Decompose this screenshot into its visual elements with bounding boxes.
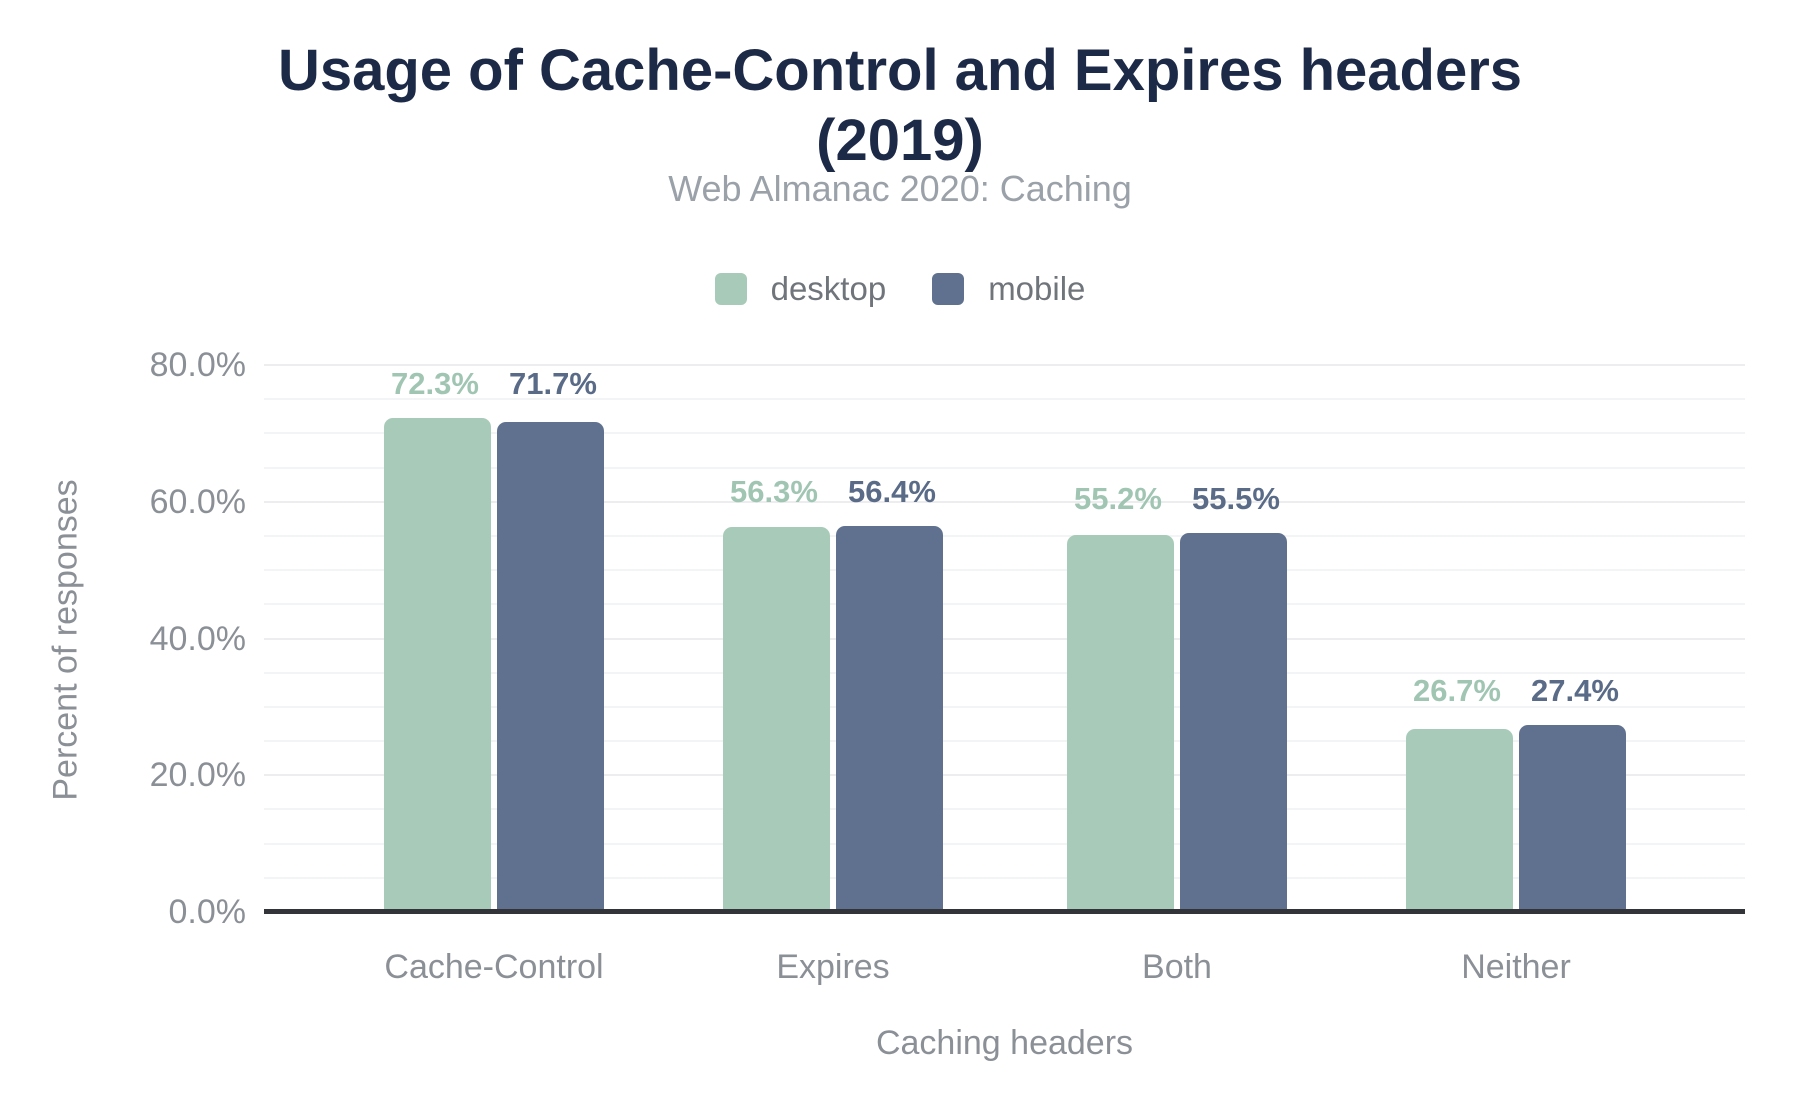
y-tick-80: 80.0% — [149, 346, 246, 384]
value-label-desktop-both: 55.2% — [1074, 480, 1162, 516]
legend-item-desktop[interactable]: desktop — [714, 270, 887, 308]
value-label-mobile-expires: 56.4% — [848, 474, 936, 510]
legend-label-desktop: desktop — [770, 270, 887, 307]
gridline-60 — [264, 500, 1745, 503]
value-label-mobile-cache-control: 71.7% — [509, 365, 597, 401]
x-tick-both: Both — [1142, 948, 1212, 986]
gridline-35 — [264, 671, 1745, 674]
y-tick-0: 0.0% — [168, 893, 247, 931]
gridline-50 — [264, 569, 1745, 572]
value-label-mobile-neither: 27.4% — [1531, 672, 1619, 708]
bar-mobile-both[interactable] — [1180, 533, 1287, 912]
gridline-70 — [264, 432, 1745, 435]
x-axis-title: Caching headers — [875, 1024, 1134, 1062]
gridline-10 — [264, 842, 1745, 845]
legend-swatch-mobile — [932, 273, 965, 305]
bar-desktop-cache-control[interactable] — [384, 418, 491, 912]
gridline-20 — [264, 774, 1745, 777]
plot-area: 0.0% 20.0% 40.0% 60.0% 80.0% 72.3% 71.7% Cache-… — [150, 320, 1745, 986]
chart-title: Usage of Cache-Control and Expires heade… — [0, 36, 1800, 175]
gridline-75 — [264, 398, 1745, 401]
value-label-desktop-expires: 56.3% — [730, 474, 818, 510]
y-tick-60: 60.0% — [149, 482, 246, 521]
gridline-15 — [264, 808, 1745, 811]
chart-title-text: Usage of Cache-Control and Expires heade… — [277, 38, 1523, 173]
bar-desktop-expires[interactable] — [723, 527, 830, 912]
gridline-40 — [264, 637, 1745, 640]
chart-legend: desktop mobile — [0, 270, 1800, 308]
gridline-25 — [264, 740, 1745, 743]
bar-mobile-cache-control[interactable] — [497, 422, 604, 912]
gridline-80 — [264, 364, 1745, 366]
gridline-65 — [264, 466, 1745, 469]
value-labels-both: 55.2% 55.5% — [1063, 481, 1291, 517]
chart-subtitle: Web Almanac 2020: Caching — [668, 168, 1132, 209]
legend-label-mobile: mobile — [988, 270, 1086, 307]
y-axis-title: Percent of responses — [46, 479, 85, 801]
gridline-30 — [264, 705, 1745, 708]
bar-mobile-neither[interactable] — [1519, 725, 1626, 912]
x-tick-cache-control: Cache-Control — [384, 948, 604, 986]
value-labels-cache-control: 72.3% 71.7% — [380, 366, 608, 402]
bar-mobile-expires[interactable] — [836, 526, 943, 912]
x-tick-expires: Expires — [776, 948, 890, 986]
legend-item-mobile[interactable]: mobile — [932, 270, 1085, 308]
y-tick-40: 40.0% — [149, 619, 246, 658]
bar-desktop-neither[interactable] — [1406, 729, 1513, 912]
value-labels-neither: 26.7% 27.4% — [1402, 673, 1630, 709]
x-axis-line — [264, 909, 1745, 914]
x-tick-neither: Neither — [1461, 948, 1571, 986]
gridline-55 — [264, 534, 1745, 537]
bar-desktop-both[interactable] — [1067, 535, 1174, 912]
value-label-desktop-cache-control: 72.3% — [391, 365, 479, 401]
value-label-desktop-neither: 26.7% — [1413, 672, 1501, 708]
legend-swatch-desktop — [714, 273, 747, 305]
y-tick-20: 20.0% — [149, 756, 246, 795]
gridline-45 — [264, 603, 1745, 606]
value-labels-expires: 56.3% 56.4% — [719, 474, 947, 510]
value-label-mobile-both: 55.5% — [1192, 480, 1280, 516]
gridline-5 — [264, 876, 1745, 879]
